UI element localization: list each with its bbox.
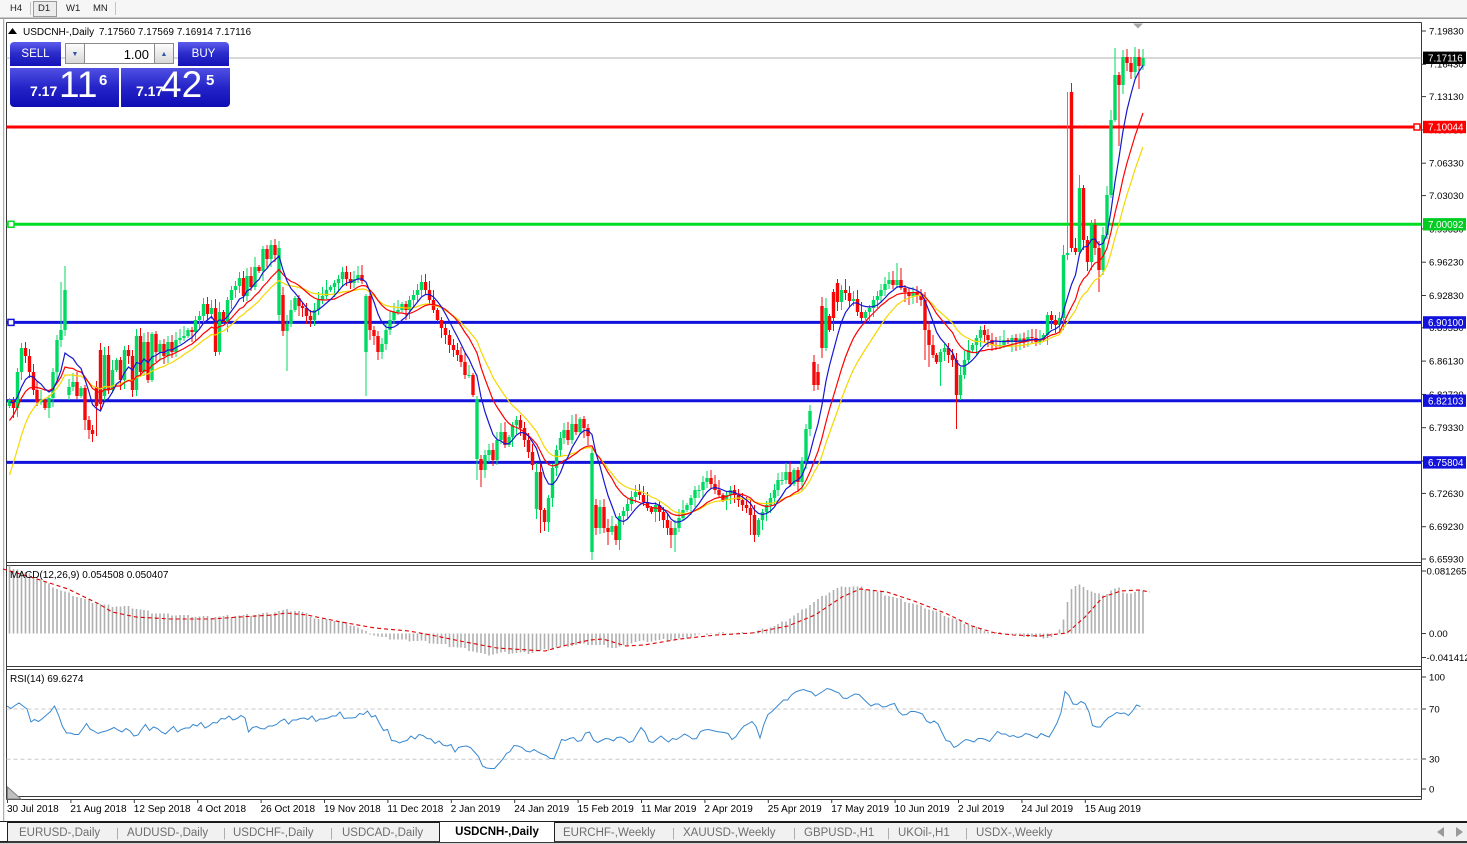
svg-text:2 Apr 2019: 2 Apr 2019 — [704, 804, 753, 815]
svg-text:6.92830: 6.92830 — [1429, 291, 1464, 302]
svg-text:24 Jul 2019: 24 Jul 2019 — [1021, 804, 1073, 815]
svg-text:26 Oct 2018: 26 Oct 2018 — [261, 804, 316, 815]
svg-text:4 Oct 2018: 4 Oct 2018 — [197, 804, 246, 815]
svg-text:2 Jul 2019: 2 Jul 2019 — [958, 804, 1005, 815]
svg-text:-0.041412: -0.041412 — [1427, 653, 1467, 664]
svg-text:6.65930: 6.65930 — [1429, 554, 1464, 565]
svg-text:11 Mar 2019: 11 Mar 2019 — [641, 804, 697, 815]
svg-text:25 Apr 2019: 25 Apr 2019 — [768, 804, 822, 815]
svg-text:6.69230: 6.69230 — [1429, 522, 1464, 533]
svg-text:2 Jan 2019: 2 Jan 2019 — [451, 804, 501, 815]
svg-text:7.16430: 7.16430 — [1429, 60, 1464, 71]
svg-text:19 Nov 2018: 19 Nov 2018 — [324, 804, 381, 815]
svg-text:12 Sep 2018: 12 Sep 2018 — [134, 804, 191, 815]
svg-text:7.17560 7.17569 7.16914 7.1711: 7.17560 7.17569 7.16914 7.17116 — [99, 27, 252, 38]
svg-text:15 Feb 2019: 15 Feb 2019 — [578, 804, 635, 815]
svg-text:7.03030: 7.03030 — [1429, 191, 1464, 202]
svg-text:6.72630: 6.72630 — [1429, 489, 1464, 500]
svg-text:10 Jun 2019: 10 Jun 2019 — [895, 804, 950, 815]
svg-text:15 Aug 2019: 15 Aug 2019 — [1085, 804, 1142, 815]
svg-text:6.89530: 6.89530 — [1429, 323, 1464, 334]
svg-text:30: 30 — [1429, 754, 1440, 765]
svg-text:7.10044: 7.10044 — [1428, 123, 1464, 134]
svg-text:24 Jan 2019: 24 Jan 2019 — [514, 804, 569, 815]
svg-text:6.79330: 6.79330 — [1429, 423, 1464, 434]
svg-text:7.13130: 7.13130 — [1429, 92, 1464, 103]
svg-text:6.96230: 6.96230 — [1429, 258, 1464, 269]
svg-text:0.00: 0.00 — [1429, 629, 1448, 640]
svg-text:6.90100: 6.90100 — [1428, 318, 1464, 329]
svg-text:17 May 2019: 17 May 2019 — [831, 804, 889, 815]
svg-text:30 Jul 2018: 30 Jul 2018 — [7, 804, 59, 815]
svg-text:0.081265: 0.081265 — [1427, 566, 1467, 577]
svg-text:70: 70 — [1429, 704, 1440, 715]
svg-text:7.06330: 7.06330 — [1429, 159, 1464, 170]
svg-text:6.86130: 6.86130 — [1429, 357, 1464, 368]
svg-text:11 Dec 2018: 11 Dec 2018 — [387, 804, 443, 815]
svg-text:6.82103: 6.82103 — [1428, 396, 1464, 407]
svg-text:RSI(14) 69.6274: RSI(14) 69.6274 — [10, 674, 84, 685]
svg-text:7.00092: 7.00092 — [1428, 220, 1463, 231]
svg-text:0: 0 — [1429, 784, 1434, 795]
svg-text:MACD(12,26,9) 0.054508 0.05040: MACD(12,26,9) 0.054508 0.050407 — [10, 570, 169, 581]
svg-text:21 Aug 2018: 21 Aug 2018 — [70, 804, 127, 815]
svg-text:7.19830: 7.19830 — [1429, 26, 1464, 37]
svg-text:100: 100 — [1429, 672, 1445, 683]
svg-text:7.17116: 7.17116 — [1428, 53, 1463, 64]
svg-text:USDCNH-,Daily: USDCNH-,Daily — [23, 27, 94, 38]
svg-text:6.75804: 6.75804 — [1428, 458, 1464, 469]
